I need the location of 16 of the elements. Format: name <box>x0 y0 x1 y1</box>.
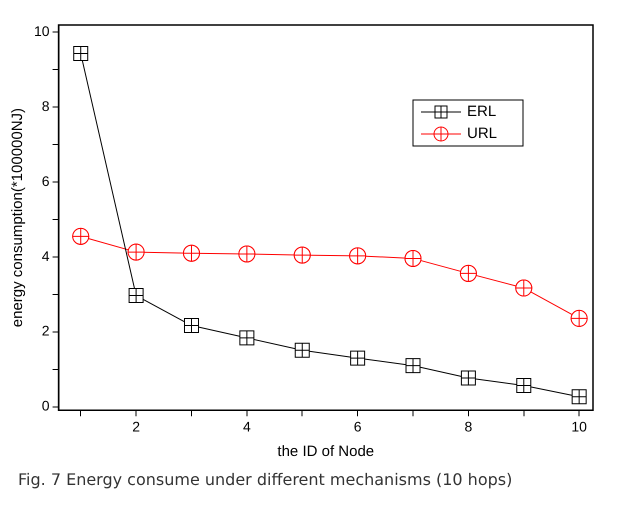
x-tick-label: 4 <box>242 418 251 434</box>
y-axis-title: energy consumption(*100000NJ) <box>9 108 26 328</box>
x-tick-label: 10 <box>571 418 588 434</box>
y-tick-label: 6 <box>42 172 50 189</box>
legend-label: ERL <box>467 103 496 120</box>
y-tick-label: 0 <box>42 398 50 414</box>
caption: Fig. 7 Energy consume under different mechanisms (10 hops) <box>18 470 512 489</box>
x-tick-label: 8 <box>464 418 472 434</box>
x-tick-label: 6 <box>354 418 362 434</box>
y-tick-label: 2 <box>42 322 50 339</box>
y-tick-label: 8 <box>42 98 50 114</box>
x-axis-title: the ID of Node <box>277 443 374 460</box>
x-tick-label: 2 <box>132 418 140 434</box>
y-tick-label: 4 <box>42 248 50 264</box>
legend-label: URL <box>467 125 498 142</box>
y-tick-label: 10 <box>34 22 50 39</box>
